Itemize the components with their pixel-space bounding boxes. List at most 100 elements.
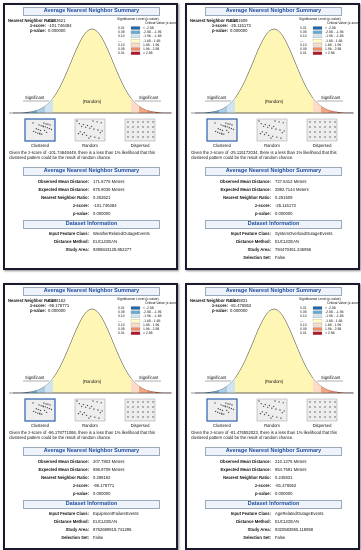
- stat-value: 0.245831: [230, 298, 248, 303]
- point: [127, 131, 129, 133]
- point: [225, 402, 227, 404]
- stat-label: z-score:: [211, 303, 228, 308]
- point: [45, 123, 47, 125]
- point: [259, 412, 262, 415]
- point: [309, 416, 311, 418]
- summary-panel: Clustered Random Dispersed Significant Signi…: [3, 3, 178, 270]
- legend-p: ---: [118, 38, 122, 43]
- point: [270, 137, 272, 139]
- point: [309, 131, 311, 133]
- pattern-image: [256, 398, 288, 422]
- point: [137, 406, 139, 408]
- point: [46, 127, 48, 129]
- pattern-label: Random: [82, 143, 98, 148]
- point: [214, 130, 217, 133]
- table-value: 0.000000: [93, 211, 111, 216]
- dataset-value: EquipmentFailureEvents: [93, 511, 139, 516]
- legend-p: 0.05: [118, 30, 125, 35]
- point: [142, 401, 144, 403]
- section-title: Average Nearest Neighbor Summary: [205, 447, 342, 456]
- point: [263, 413, 266, 416]
- point: [262, 125, 265, 128]
- point: [220, 124, 222, 126]
- legend-p: 0.10: [118, 34, 125, 39]
- legend-swatch: [130, 38, 141, 43]
- panel-title: Average Nearest Neighbor Summary: [205, 287, 342, 296]
- point: [324, 131, 326, 133]
- caption: Given the z-score of -101.74648449, ther…: [9, 150, 155, 160]
- point: [39, 132, 41, 134]
- random-label: (Random): [264, 99, 284, 104]
- point: [35, 131, 37, 133]
- point: [225, 409, 228, 412]
- point: [93, 128, 95, 130]
- tail-region: [313, 378, 321, 393]
- legend-p: 0.01: [118, 331, 125, 336]
- point: [79, 411, 81, 413]
- table-value: -101.746484: [93, 203, 117, 208]
- point: [97, 409, 99, 411]
- point: [228, 407, 230, 409]
- significant-label: Significant: [25, 375, 45, 380]
- section-title: Dataset Information: [23, 500, 160, 509]
- point: [96, 401, 98, 403]
- point: [127, 121, 129, 123]
- point: [264, 403, 267, 406]
- point: [49, 404, 51, 406]
- significant-label: Significant: [25, 95, 45, 100]
- dataset-value: False: [275, 535, 286, 540]
- point: [37, 408, 40, 411]
- point: [314, 136, 316, 138]
- legend-z: < -2.58: [143, 306, 154, 310]
- table-label: z-score:: [72, 483, 89, 488]
- point: [39, 409, 42, 412]
- legend-swatch: [130, 306, 141, 310]
- point: [319, 136, 321, 138]
- point: [41, 413, 43, 415]
- stat-value: -101.746484: [48, 23, 72, 28]
- table-label: Observed Mean Distance:: [37, 459, 89, 464]
- point: [90, 405, 93, 408]
- point: [272, 135, 274, 137]
- point: [43, 129, 46, 132]
- point: [88, 137, 90, 139]
- point: [38, 404, 40, 406]
- dataset-label: Study Area:: [247, 247, 271, 252]
- point: [147, 121, 149, 123]
- tail-region: [147, 110, 155, 113]
- tail-region: [147, 390, 155, 393]
- point: [142, 406, 144, 408]
- pattern-label: Clustered: [31, 423, 49, 428]
- point: [127, 416, 129, 418]
- tail-region: [139, 386, 147, 393]
- legend-swatch: [312, 43, 323, 47]
- point: [137, 131, 139, 133]
- point: [40, 405, 42, 407]
- point: [265, 132, 267, 134]
- significant-label: Significant: [139, 375, 159, 380]
- point: [85, 414, 88, 417]
- graphic: [9, 306, 172, 422]
- point: [276, 136, 278, 138]
- caption: Given the z-score of -81.476552023, ther…: [191, 430, 337, 440]
- legend-z: -2.58 - -1.96: [143, 30, 162, 35]
- table-label: p-value:: [72, 211, 89, 216]
- legend-header: Critical Value (z-score): [327, 21, 360, 25]
- point: [324, 126, 326, 128]
- point: [283, 130, 285, 132]
- dataset-label: Study Area:: [247, 527, 271, 532]
- table-label: Observed Mean Distance:: [37, 179, 89, 184]
- legend-z: < -2.58: [143, 26, 154, 30]
- table-label: p-value:: [72, 491, 89, 496]
- point: [76, 120, 78, 122]
- point: [93, 408, 95, 410]
- point: [279, 409, 281, 411]
- pattern-image: [306, 118, 338, 142]
- point: [214, 410, 217, 413]
- point: [83, 412, 86, 414]
- point: [319, 121, 321, 123]
- legend-p: 0.05: [118, 47, 125, 51]
- point: [267, 134, 270, 137]
- legend-header: Critical Value (z-score): [145, 21, 178, 25]
- point: [314, 401, 316, 403]
